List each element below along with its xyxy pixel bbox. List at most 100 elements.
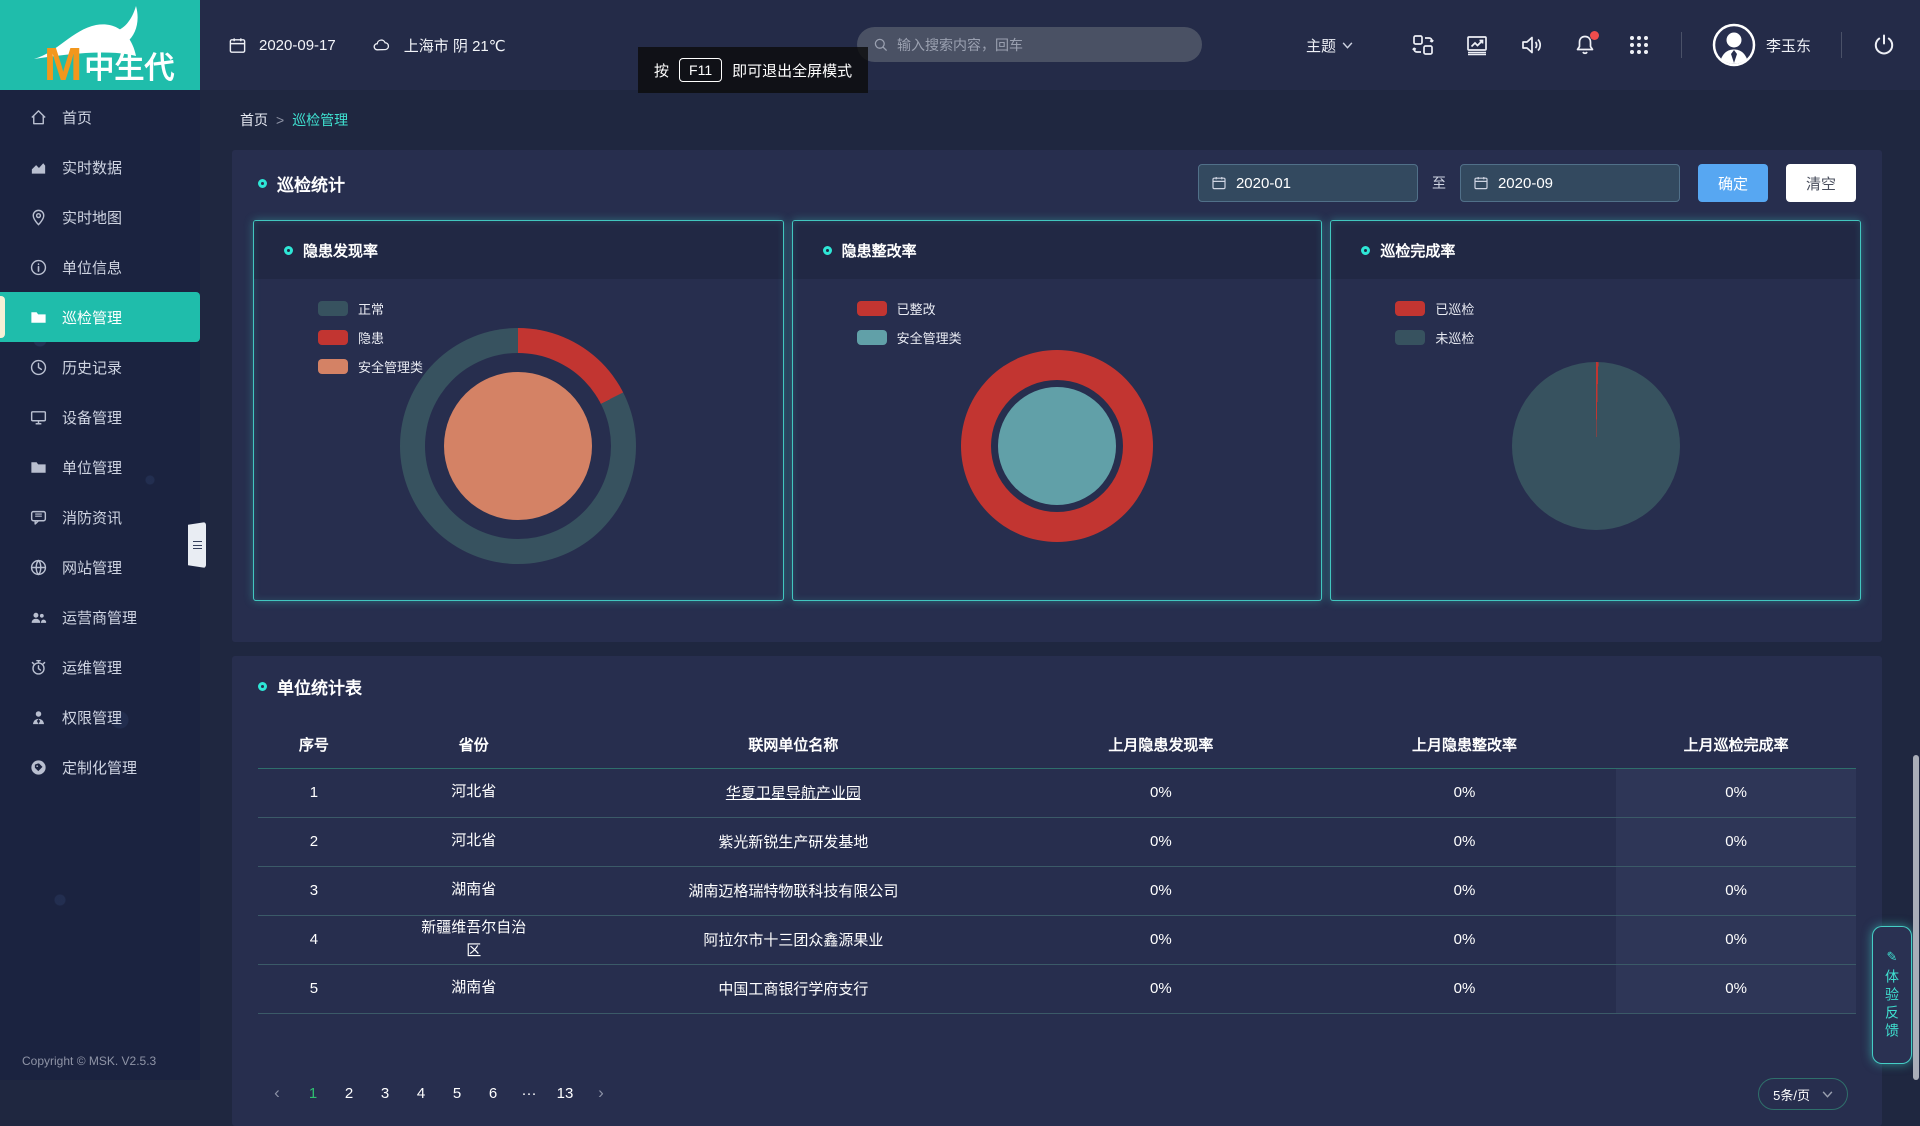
page-button-5[interactable]: 5 [442,1078,472,1108]
sidebar-item-unit-info[interactable]: 单位信息 [0,242,200,292]
sidebar-item-label: 运维管理 [62,657,122,678]
cell-unit-name[interactable]: 阿拉尔市十三团众鑫源果业 [578,915,1009,964]
legend-item[interactable]: 已巡检 [1395,299,1474,318]
trend-chart-icon[interactable] [1465,33,1489,57]
swap-layout-icon[interactable] [1411,33,1435,57]
cell-unit-name[interactable]: 湖南迈格瑞特物联科技有限公司 [578,866,1009,915]
collapse-icon [193,541,202,549]
legend-swatch [1395,301,1425,316]
sidebar-collapse-handle[interactable] [188,522,206,568]
page-button-2[interactable]: 2 [334,1078,364,1108]
circle-marker-icon [1361,246,1370,255]
map-pin-icon [28,207,48,227]
sidebar-item-realtime-data[interactable]: 实时数据 [0,142,200,192]
date-range-controls: 2020-01 至 2020-09 确定 清空 [1198,164,1856,202]
circle-marker-icon [823,246,832,255]
page-button-3[interactable]: 3 [370,1078,400,1108]
legend-item[interactable]: 隐患 [318,328,423,347]
app-logo[interactable]: M 中生代 [0,0,200,90]
cell-province: 河北省 [370,768,578,817]
card-title: 隐患整改率 [823,240,917,261]
f11-key: F11 [679,58,722,82]
legend-label: 隐患 [358,328,384,347]
legend-item[interactable]: 安全管理类 [857,328,962,347]
sidebar-item-label: 巡检管理 [62,307,122,328]
sidebar-item-label: 消防资讯 [62,507,122,528]
column-header: 上月隐患发现率 [1009,722,1313,768]
date-to-value: 2020-09 [1498,175,1553,192]
sidebar-item-device-management[interactable]: 设备管理 [0,392,200,442]
calendar-icon [1473,175,1489,191]
cell-unit-name[interactable]: 华夏卫星导航产业园 [578,768,1009,817]
power-icon[interactable] [1872,33,1896,57]
cell-completion-rate: 0% [1616,768,1856,817]
sidebar-item-website-management[interactable]: 网站管理 [0,542,200,592]
page-button-4[interactable]: 4 [406,1078,436,1108]
cell-unit-name[interactable]: 紫光新锐生产研发基地 [578,817,1009,866]
cell-index: 3 [258,866,370,915]
legend-label: 正常 [358,299,384,318]
divider [1681,32,1682,58]
calendar-icon [1211,175,1227,191]
legend-label: 未巡检 [1435,328,1474,347]
page-ellipsis[interactable]: ··· [514,1078,544,1108]
page-button-6[interactable]: 6 [478,1078,508,1108]
legend-item[interactable]: 未巡检 [1395,328,1474,347]
cell-rectification-rate: 0% [1313,915,1617,964]
sidebar-item-maintenance-management[interactable]: 运维管理 [0,642,200,692]
page-size-select[interactable]: 5条/页 [1758,1078,1848,1110]
username: 李玉东 [1766,35,1811,56]
cell-discovery-rate: 0% [1009,866,1313,915]
cell-discovery-rate: 0% [1009,915,1313,964]
sidebar-item-operator-management[interactable]: 运营商管理 [0,592,200,642]
chart-legend: 正常隐患安全管理类 [318,299,423,376]
sidebar-item-label: 实时地图 [62,207,122,228]
breadcrumb-home[interactable]: 首页 [240,110,268,130]
sidebar-item-permission-management[interactable]: 权限管理 [0,692,200,742]
theme-label: 主题 [1306,35,1336,56]
cell-rectification-rate: 0% [1313,964,1617,1013]
page-button-1[interactable]: 1 [298,1078,328,1108]
to-label: 至 [1432,173,1446,193]
cell-index: 1 [258,768,370,817]
main-content: 首页 > 巡检管理 巡检统计 2020-01 至 2020-09 确定 清 [200,90,1920,1080]
search-input[interactable] [897,37,1186,53]
folder-icon [28,457,48,477]
breadcrumb-current[interactable]: 巡检管理 [292,110,348,130]
clear-button[interactable]: 清空 [1786,164,1856,202]
legend-item[interactable]: 已整改 [857,299,962,318]
date-from-picker[interactable]: 2020-01 [1198,164,1418,202]
theme-dropdown[interactable]: 主题 [1306,35,1353,56]
sidebar-item-history[interactable]: 历史记录 [0,342,200,392]
sidebar-item-home[interactable]: 首页 [0,92,200,142]
sidebar-item-realtime-map[interactable]: 实时地图 [0,192,200,242]
next-page-button[interactable]: › [586,1078,616,1108]
cell-completion-rate: 0% [1616,915,1856,964]
notification-bell-icon[interactable] [1573,33,1597,57]
apps-grid-icon[interactable] [1627,33,1651,57]
vertical-scrollbar[interactable] [1913,755,1919,1080]
chart-legend: 已巡检未巡检 [1395,299,1474,347]
confirm-button[interactable]: 确定 [1698,164,1768,202]
sidebar-item-fire-news[interactable]: 消防资讯 [0,492,200,542]
sidebar-item-unit-management[interactable]: 单位管理 [0,442,200,492]
user-menu[interactable]: 李玉东 [1712,23,1811,67]
users-icon [28,607,48,627]
legend-item[interactable]: 正常 [318,299,423,318]
topbar-actions: 主题 李玉东 [1306,0,1896,90]
legend-swatch [318,359,348,374]
speaker-icon[interactable] [1519,33,1543,57]
search-bar[interactable] [857,27,1202,62]
sidebar-item-inspection-management[interactable]: 巡检管理 [0,292,200,342]
prev-page-button[interactable]: ‹ [262,1078,292,1108]
sidebar-item-customization-management[interactable]: 定制化管理 [0,742,200,792]
date-to-picker[interactable]: 2020-09 [1460,164,1680,202]
legend-item[interactable]: 安全管理类 [318,357,423,376]
page-button-13[interactable]: 13 [550,1078,580,1108]
cell-unit-name[interactable]: 中国工商银行学府支行 [578,964,1009,1013]
sidebar-item-label: 首页 [62,107,92,128]
feedback-tab[interactable]: ✎ 体验反馈 [1872,926,1912,1064]
